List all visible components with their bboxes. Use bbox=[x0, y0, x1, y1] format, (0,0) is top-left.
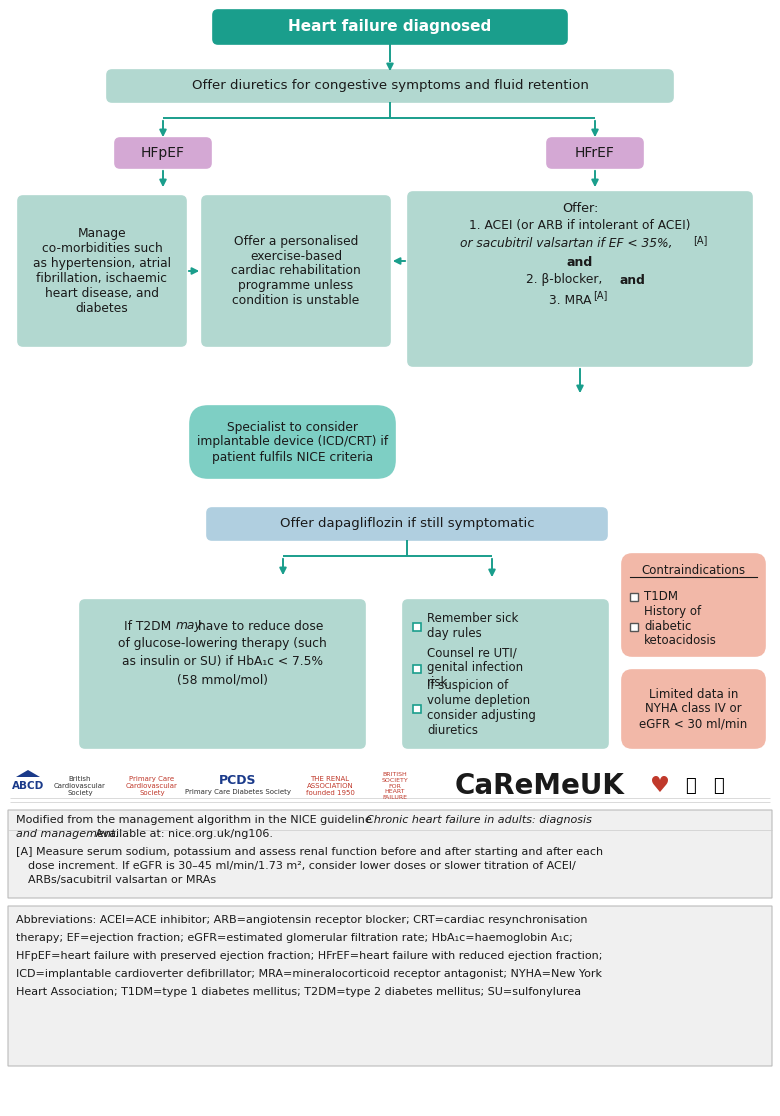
FancyBboxPatch shape bbox=[413, 705, 421, 713]
Text: Primary Care Diabetes Society: Primary Care Diabetes Society bbox=[185, 789, 291, 795]
FancyBboxPatch shape bbox=[202, 196, 390, 346]
FancyBboxPatch shape bbox=[630, 593, 638, 602]
Text: HFrEF: HFrEF bbox=[575, 146, 615, 160]
Text: ♥: ♥ bbox=[650, 776, 670, 796]
Text: 🦴: 🦴 bbox=[713, 777, 723, 795]
Text: ARBs/sacubitril valsartan or MRAs: ARBs/sacubitril valsartan or MRAs bbox=[28, 875, 216, 885]
Text: or sacubitril valsartan if EF < 35%,: or sacubitril valsartan if EF < 35%, bbox=[459, 238, 672, 250]
Text: T1DM: T1DM bbox=[644, 589, 678, 603]
Text: and: and bbox=[567, 256, 593, 269]
Text: Manage
co-morbidities such
as hypertension, atrial
fibrillation, ischaemic
heart: Manage co-morbidities such as hypertensi… bbox=[33, 227, 171, 315]
Text: may: may bbox=[176, 619, 203, 633]
FancyBboxPatch shape bbox=[18, 196, 186, 346]
Text: [A]: [A] bbox=[593, 290, 607, 300]
Text: ICD=implantable cardioverter defibrillator; MRA=mineralocorticoid receptor antag: ICD=implantable cardioverter defibrillat… bbox=[16, 969, 602, 979]
Text: Chronic heart failure in adults: diagnosis: Chronic heart failure in adults: diagnos… bbox=[366, 815, 592, 825]
FancyBboxPatch shape bbox=[190, 406, 395, 478]
FancyBboxPatch shape bbox=[408, 192, 752, 366]
FancyBboxPatch shape bbox=[622, 554, 765, 656]
Text: Offer dapagliflozin if still symptomatic: Offer dapagliflozin if still symptomatic bbox=[280, 518, 534, 530]
Text: [A] Measure serum sodium, potassium and assess renal function before and after s: [A] Measure serum sodium, potassium and … bbox=[16, 847, 603, 857]
FancyBboxPatch shape bbox=[8, 906, 772, 1066]
Text: If suspicion of
volume depletion
consider adjusting
diuretics: If suspicion of volume depletion conside… bbox=[427, 679, 536, 737]
Text: Offer a personalised
exercise-based
cardiac rehabilitation
programme unless
cond: Offer a personalised exercise-based card… bbox=[231, 234, 361, 308]
Text: and: and bbox=[619, 273, 645, 287]
FancyBboxPatch shape bbox=[107, 70, 673, 102]
Text: dose increment. If eGFR is 30–45 ml/min/1.73 m², consider lower doses or slower : dose increment. If eGFR is 30–45 ml/min/… bbox=[28, 862, 576, 870]
Text: Heart Association; T1DM=type 1 diabetes mellitus; T2DM=type 2 diabetes mellitus;: Heart Association; T1DM=type 1 diabetes … bbox=[16, 987, 581, 997]
Text: 2. β-blocker,: 2. β-blocker, bbox=[526, 273, 602, 287]
FancyBboxPatch shape bbox=[403, 600, 608, 748]
Text: 3. MRA: 3. MRA bbox=[549, 294, 591, 307]
Text: Abbreviations: ACEI=ACE inhibitor; ARB=angiotensin receptor blocker; CRT=cardiac: Abbreviations: ACEI=ACE inhibitor; ARB=a… bbox=[16, 915, 587, 925]
Text: Limited data in
NYHA class IV or
eGFR < 30 ml/min: Limited data in NYHA class IV or eGFR < … bbox=[640, 687, 747, 731]
Text: THE RENAL
ASSOCIATION
founded 1950: THE RENAL ASSOCIATION founded 1950 bbox=[306, 776, 354, 796]
FancyBboxPatch shape bbox=[547, 138, 643, 169]
Text: Remember sick
day rules: Remember sick day rules bbox=[427, 612, 519, 639]
Text: Offer diuretics for congestive symptoms and fluid retention: Offer diuretics for congestive symptoms … bbox=[192, 79, 588, 93]
FancyBboxPatch shape bbox=[8, 810, 772, 898]
Text: Heart failure diagnosed: Heart failure diagnosed bbox=[289, 19, 491, 35]
Text: as insulin or SU) if HbA₁c < 7.5%: as insulin or SU) if HbA₁c < 7.5% bbox=[122, 655, 323, 668]
Text: have to reduce dose: have to reduce dose bbox=[198, 619, 324, 633]
FancyBboxPatch shape bbox=[213, 10, 567, 44]
FancyBboxPatch shape bbox=[115, 138, 211, 169]
Text: [A]: [A] bbox=[693, 235, 707, 246]
Text: BRITISH
SOCIETY
FOR
HEART
FAILURE: BRITISH SOCIETY FOR HEART FAILURE bbox=[381, 772, 409, 800]
Text: ABCD: ABCD bbox=[12, 781, 44, 791]
FancyBboxPatch shape bbox=[630, 623, 638, 631]
Text: HFpEF=heart failure with preserved ejection fraction; HFrEF=heart failure with r: HFpEF=heart failure with preserved eject… bbox=[16, 951, 602, 961]
Text: PCDS: PCDS bbox=[219, 775, 257, 788]
FancyBboxPatch shape bbox=[622, 670, 765, 748]
Text: and management.: and management. bbox=[16, 829, 119, 839]
Text: CaReMeUK: CaReMeUK bbox=[455, 772, 625, 800]
Text: Available at: nice.org.uk/ng106.: Available at: nice.org.uk/ng106. bbox=[92, 829, 273, 839]
FancyBboxPatch shape bbox=[207, 508, 607, 540]
FancyBboxPatch shape bbox=[413, 623, 421, 631]
Polygon shape bbox=[16, 770, 40, 777]
Text: Contraindications: Contraindications bbox=[641, 564, 746, 577]
Text: therapy; EF=ejection fraction; eGFR=estimated glomerular filtration rate; HbA₁c=: therapy; EF=ejection fraction; eGFR=esti… bbox=[16, 933, 573, 943]
Text: (58 mmol/mol): (58 mmol/mol) bbox=[177, 673, 268, 686]
Text: 🫘: 🫘 bbox=[685, 777, 696, 795]
Text: If T2DM: If T2DM bbox=[124, 619, 172, 633]
Text: Modified from the management algorithm in the NICE guideline: Modified from the management algorithm i… bbox=[16, 815, 375, 825]
Text: Counsel re UTI/
genital infection
risk: Counsel re UTI/ genital infection risk bbox=[427, 646, 523, 690]
FancyBboxPatch shape bbox=[413, 665, 421, 673]
Text: Offer:: Offer: bbox=[562, 202, 598, 214]
Text: Primary Care
Cardiovascular
Society: Primary Care Cardiovascular Society bbox=[126, 776, 178, 796]
FancyBboxPatch shape bbox=[80, 600, 365, 748]
Text: Specialist to consider
implantable device (ICD/CRT) if
patient fulfils NICE crit: Specialist to consider implantable devic… bbox=[197, 421, 388, 463]
Text: History of
diabetic
ketoacidosis: History of diabetic ketoacidosis bbox=[644, 605, 717, 647]
Text: HFpEF: HFpEF bbox=[141, 146, 185, 160]
Text: of glucose-lowering therapy (such: of glucose-lowering therapy (such bbox=[118, 637, 327, 651]
Text: 1. ACEI (or ARB if intolerant of ACEI): 1. ACEI (or ARB if intolerant of ACEI) bbox=[470, 220, 691, 232]
Text: British
Cardiovascular
Society: British Cardiovascular Society bbox=[54, 776, 106, 796]
